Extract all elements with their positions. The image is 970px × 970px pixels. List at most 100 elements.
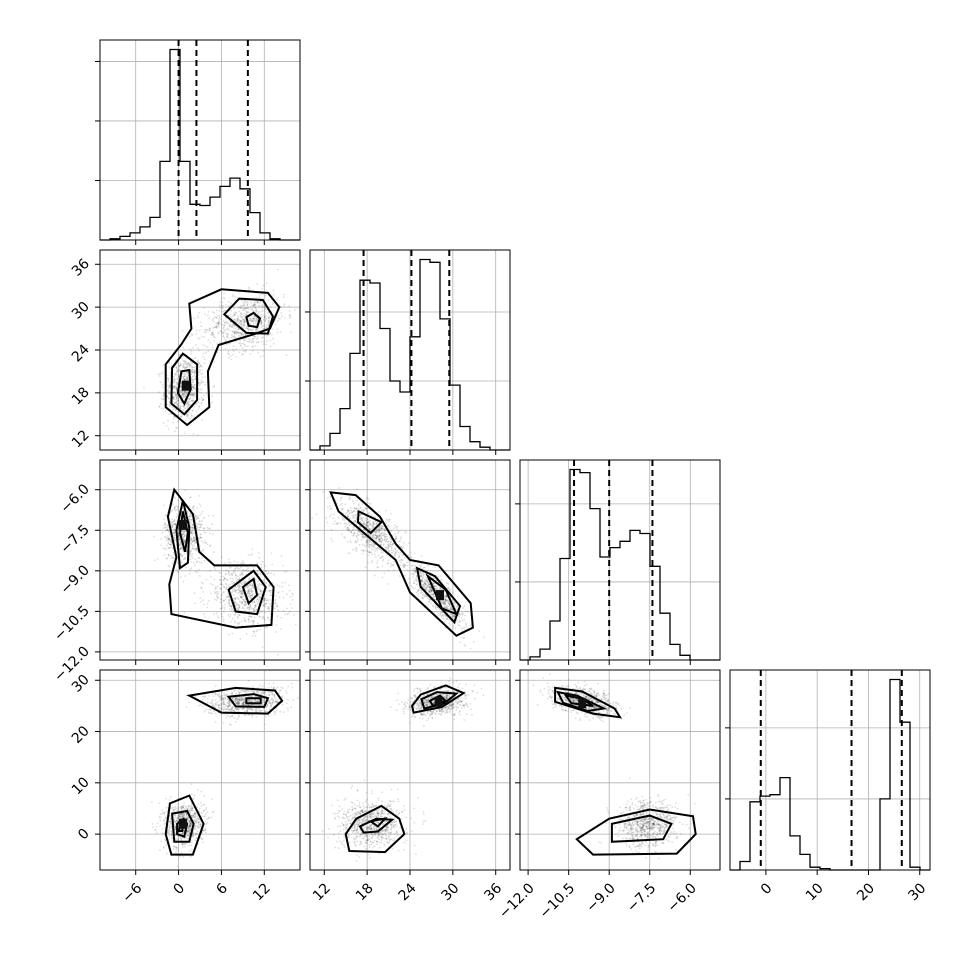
sample-point	[442, 601, 445, 604]
sample-point	[199, 544, 202, 547]
sample-point	[365, 508, 367, 511]
sample-point	[453, 614, 455, 617]
sample-point	[190, 522, 193, 524]
sample-point	[420, 580, 423, 583]
sample-point	[196, 547, 199, 550]
sample-point	[234, 299, 237, 302]
sample-point	[183, 390, 186, 393]
sample-point	[200, 381, 203, 384]
sample-point	[201, 365, 204, 368]
sample-point	[251, 309, 254, 311]
sample-point	[172, 808, 175, 811]
sample-point	[188, 398, 191, 400]
sample-point	[368, 511, 371, 514]
sample-point	[203, 362, 206, 364]
sample-point	[181, 409, 184, 412]
sample-point	[440, 616, 443, 618]
sample-point	[271, 563, 274, 566]
sample-point	[209, 532, 211, 535]
sample-point	[190, 539, 193, 542]
sample-point	[380, 549, 383, 552]
sample-point	[348, 496, 351, 499]
sample-point	[197, 538, 200, 541]
sample-point	[186, 377, 189, 380]
sample-point	[200, 790, 203, 793]
sample-point	[357, 538, 359, 540]
sample-point	[242, 301, 245, 304]
sample-point	[177, 399, 180, 402]
sample-point	[329, 505, 331, 507]
sample-point	[219, 607, 222, 610]
sample-point	[169, 511, 172, 514]
sample-point	[387, 540, 390, 543]
sample-point	[376, 522, 378, 524]
sample-point	[187, 362, 190, 364]
sample-point	[169, 381, 172, 384]
sample-point	[233, 335, 235, 338]
sample-point	[262, 343, 265, 346]
sample-point	[255, 327, 258, 330]
sample-point	[175, 401, 178, 403]
sample-point	[400, 546, 402, 548]
sample-point	[171, 521, 174, 524]
sample-point	[383, 539, 386, 542]
sample-point	[182, 855, 185, 858]
sample-point	[377, 536, 380, 539]
sample-point	[184, 391, 186, 394]
sample-point	[202, 352, 205, 355]
sample-point	[199, 388, 202, 391]
sample-point	[379, 533, 381, 536]
sample-point	[274, 598, 277, 601]
sample-point	[191, 409, 194, 412]
sample-point	[412, 568, 414, 570]
sample-point	[267, 590, 269, 592]
sample-point	[205, 329, 208, 331]
sample-point	[218, 341, 221, 344]
sample-point	[447, 587, 450, 590]
sample-point	[254, 301, 257, 303]
sample-point	[446, 618, 448, 620]
sample-point	[220, 304, 223, 307]
sample-point	[430, 590, 433, 592]
sample-point	[185, 550, 188, 552]
sample-point	[197, 825, 199, 828]
sample-point	[168, 413, 170, 415]
sample-point	[200, 586, 203, 589]
sample-point	[190, 364, 193, 367]
sample-point	[286, 613, 289, 615]
sample-point	[245, 337, 248, 340]
sample-point	[223, 579, 225, 581]
sample-point	[196, 515, 199, 518]
sample-point	[246, 303, 248, 305]
sample-point	[196, 833, 198, 835]
sample-point	[347, 526, 349, 529]
sample-point	[458, 613, 461, 616]
sample-point	[202, 356, 205, 358]
sample-point	[349, 511, 352, 514]
sample-point	[184, 360, 187, 363]
sample-point	[428, 590, 431, 592]
sample-point	[221, 301, 224, 304]
sample-point	[247, 588, 250, 590]
sample-point	[208, 817, 210, 819]
sample-point	[380, 541, 383, 544]
sample-point	[252, 593, 255, 595]
sample-point	[230, 334, 233, 337]
sample-point	[372, 542, 375, 545]
sample-point	[177, 814, 180, 817]
sample-point	[202, 590, 205, 593]
sample-point	[438, 608, 441, 611]
sample-point	[213, 566, 216, 569]
sample-point	[200, 836, 202, 839]
sample-point	[179, 555, 182, 558]
sample-point	[259, 356, 262, 358]
sample-point	[434, 587, 437, 590]
sample-point	[425, 588, 428, 591]
sample-point	[198, 406, 201, 408]
sample-point	[255, 341, 258, 344]
sample-point	[352, 528, 354, 531]
sample-point	[376, 536, 378, 539]
sample-point	[456, 604, 459, 607]
sample-point	[193, 385, 196, 388]
sample-point	[223, 296, 225, 299]
